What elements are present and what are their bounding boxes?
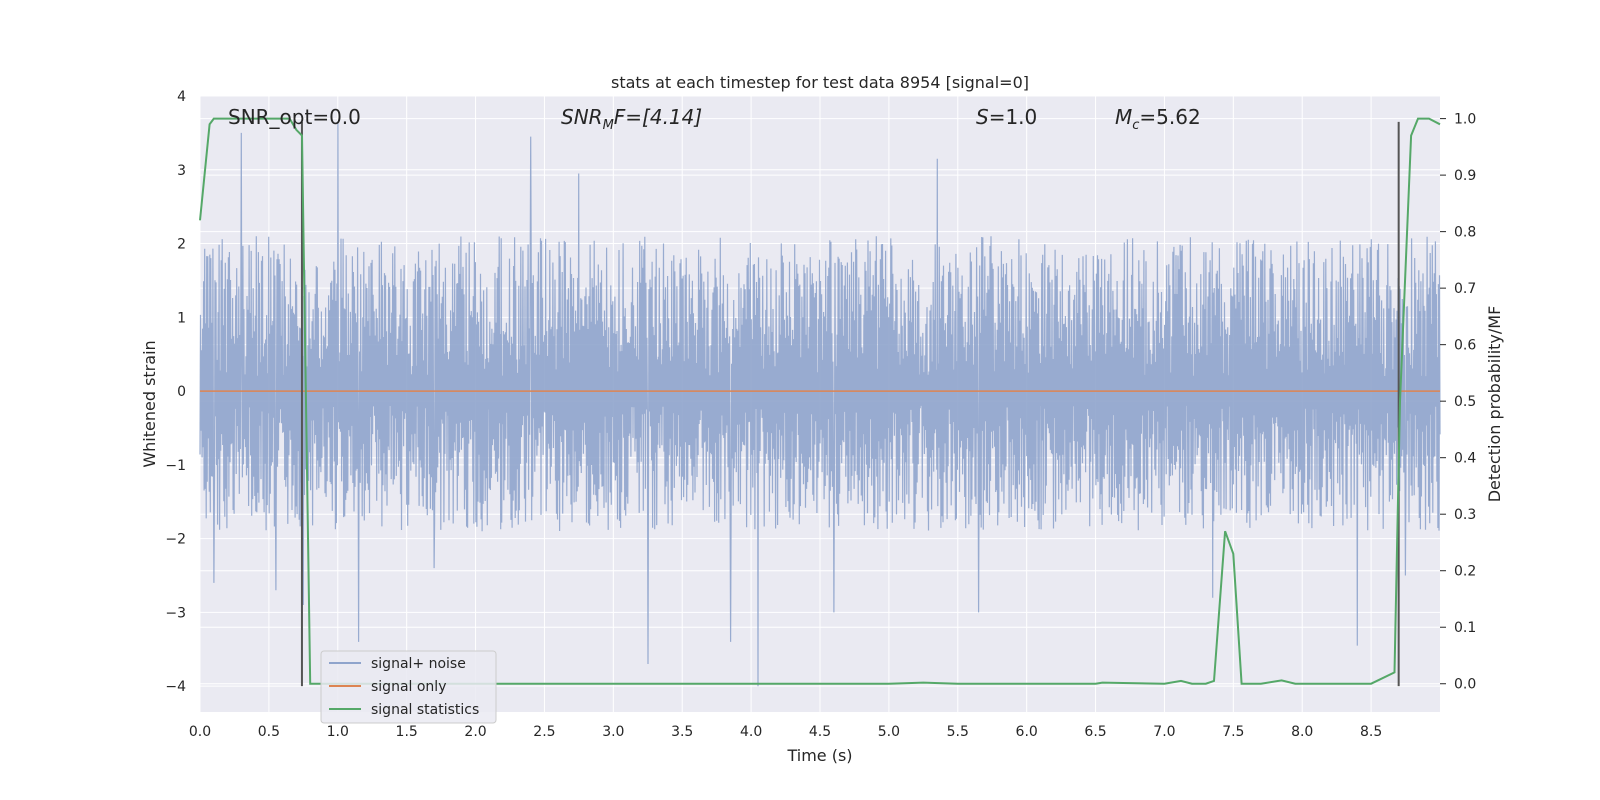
y2-tick-label: 0.1 bbox=[1454, 620, 1476, 636]
mc-label: M bbox=[1115, 105, 1132, 129]
y-tick-label: −2 bbox=[165, 532, 186, 548]
legend-label-statistics: signal statistics bbox=[371, 702, 479, 718]
chart-title: stats at each timestep for test data 895… bbox=[611, 73, 1029, 92]
legend-label-noise: signal+ noise bbox=[371, 656, 466, 672]
x-axis-label: Time (s) bbox=[786, 746, 852, 765]
legend-box bbox=[320, 650, 497, 724]
vertical-markers bbox=[300, 121, 1400, 687]
annotation-snr-mf: SNRMF=[4.14] bbox=[561, 105, 702, 133]
x-tick-label: 8.0 bbox=[1291, 724, 1313, 740]
s-value: =1.0 bbox=[989, 105, 1038, 129]
y-tick-label: −1 bbox=[165, 458, 186, 474]
y2-tick-label: 0.9 bbox=[1454, 168, 1476, 184]
annotation-snr-opt: SNR_opt=0.0 bbox=[228, 105, 361, 129]
mc-sub: c bbox=[1132, 118, 1139, 133]
x-tick-label: 0.0 bbox=[189, 724, 211, 740]
annotation-s: S=1.0 bbox=[976, 105, 1037, 129]
legend: signal+ noise signal only signal statist… bbox=[320, 650, 497, 724]
x-tick-label: 7.5 bbox=[1222, 724, 1244, 740]
noise-trace bbox=[199, 121, 1441, 687]
y-tick-label: 1 bbox=[177, 310, 186, 326]
y2-axis-ticks: 1.0 0.9 0.8 0.7 0.6 0.5 0.4 0.3 0.2 0.1 0.0 bbox=[1440, 112, 1476, 693]
snr-mf-sub: M bbox=[603, 118, 614, 133]
y2-tick-label: 0.5 bbox=[1454, 394, 1476, 410]
annotation-mc: Mc=5.62 bbox=[1115, 105, 1201, 133]
y2-tick-label: 0.6 bbox=[1454, 338, 1476, 354]
x-tick-label: 1.5 bbox=[396, 724, 418, 740]
x-tick-label: 8.5 bbox=[1360, 724, 1382, 740]
signal-statistics-series bbox=[199, 117, 1441, 685]
y-tick-label: −3 bbox=[165, 605, 186, 621]
x-axis-ticks: 0.0 0.5 1.0 1.5 2.0 2.5 3.0 3.5 4.0 4.5 5.0 5.5 6.0 6… bbox=[189, 724, 1382, 740]
signal-noise-series bbox=[199, 121, 1441, 687]
x-tick-label: 4.5 bbox=[809, 724, 831, 740]
y2-tick-label: 1.0 bbox=[1454, 112, 1476, 128]
x-tick-label: 3.0 bbox=[602, 724, 624, 740]
x-tick-label: 2.5 bbox=[533, 724, 555, 740]
snr-mf-base: SNR bbox=[561, 105, 603, 129]
x-tick-label: 2.0 bbox=[464, 724, 486, 740]
y-tick-label: 2 bbox=[177, 237, 186, 253]
x-tick-label: 0.5 bbox=[258, 724, 280, 740]
y2-tick-label: 0.4 bbox=[1454, 451, 1476, 467]
x-tick-label: 6.0 bbox=[1016, 724, 1038, 740]
x-tick-label: 1.0 bbox=[327, 724, 349, 740]
y-axis-label: Whitened strain bbox=[140, 340, 159, 467]
y2-tick-label: 0.7 bbox=[1454, 281, 1476, 297]
y2-tick-label: 0.3 bbox=[1454, 507, 1476, 523]
y2-tick-label: 0.0 bbox=[1454, 677, 1476, 693]
x-tick-label: 5.5 bbox=[947, 724, 969, 740]
y-tick-label: 4 bbox=[177, 89, 186, 105]
x-tick-label: 5.0 bbox=[878, 724, 900, 740]
y-tick-label: −4 bbox=[165, 679, 186, 695]
signal-statistics-line bbox=[199, 117, 1441, 685]
y2-axis-label: Detection probability/MF bbox=[1485, 306, 1504, 503]
y2-tick-label: 0.8 bbox=[1454, 225, 1476, 241]
x-tick-label: 7.0 bbox=[1153, 724, 1175, 740]
y2-tick-label: 0.2 bbox=[1454, 564, 1476, 580]
s-label: S bbox=[976, 105, 989, 129]
snr-mf-rest: F=[4.14] bbox=[614, 105, 702, 129]
y-tick-label: 0 bbox=[177, 384, 186, 400]
legend-label-signal: signal only bbox=[371, 679, 446, 695]
y-axis-ticks: 4 3 2 1 0 −1 −2 −3 −4 bbox=[165, 89, 186, 695]
x-tick-label: 4.0 bbox=[740, 724, 762, 740]
x-tick-label: 3.5 bbox=[671, 724, 693, 740]
y-tick-label: 3 bbox=[177, 163, 186, 179]
mc-value: =5.62 bbox=[1139, 105, 1200, 129]
x-tick-label: 6.5 bbox=[1084, 724, 1106, 740]
